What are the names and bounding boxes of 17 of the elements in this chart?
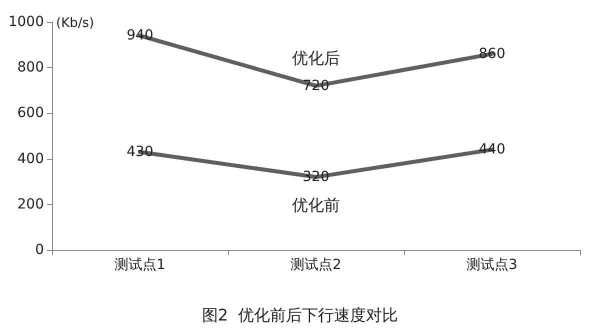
data-label: 440 [478,142,506,158]
data-label: 430 [126,144,154,160]
y-tick-label: 1000 [8,14,44,30]
series-label: 优化后 [292,48,340,68]
series-label: 优化前 [292,196,340,215]
data-label: 940 [126,28,154,44]
y-tick-label: 400 [17,150,44,167]
x-tick-label: 测试点2 [290,257,342,273]
x-tick-label: 测试点3 [466,257,518,273]
text: 图2 优化前后下行速度对比 [202,306,398,324]
y-tick-label: 0 [35,242,44,258]
y-tick-label: 800 [17,60,44,76]
y-axis-title: (Kb/s) [56,16,94,31]
y-tick-label: 200 [17,196,44,212]
data-label: 860 [478,46,506,62]
x-tick-label: 测试点1 [114,257,166,273]
y-tick-label: 600 [17,105,44,122]
